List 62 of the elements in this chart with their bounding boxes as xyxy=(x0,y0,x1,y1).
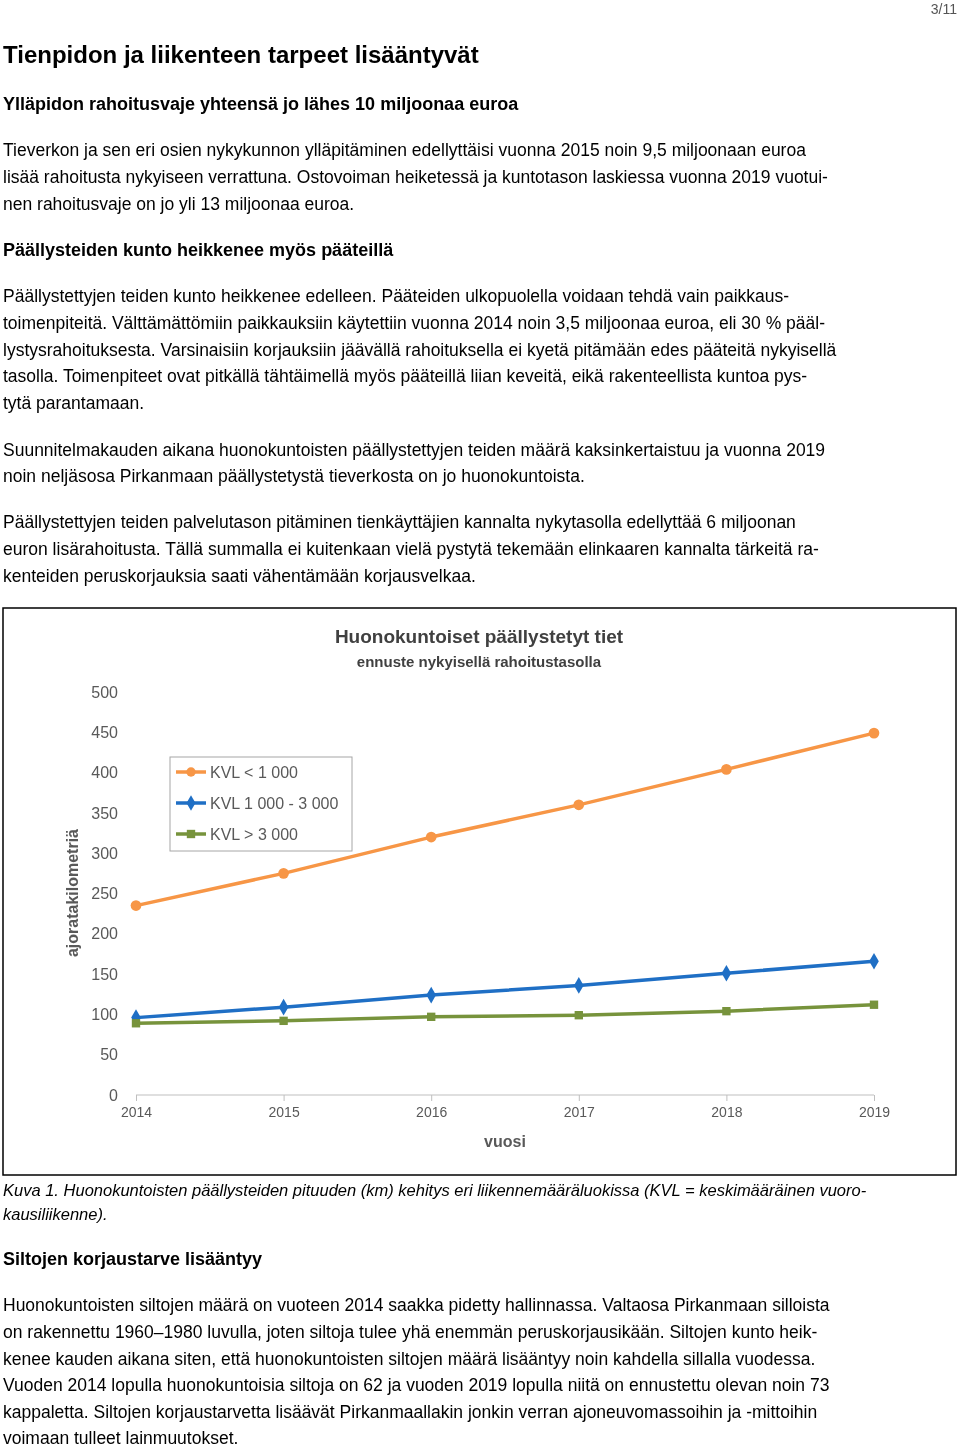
text: Tieverkon ja sen eri osien nykykunnon ylläpitäminen edellyttäisi vuonna 2015 noin 9,5 miljoonaan euroa xyxy=(3,140,807,160)
text: toimenpiteitä. Välttämättömiin paikkauksiin käytettiin vuonna 2014 noin 3,5 miljoonaa euroa, eli 30 % pääl- xyxy=(3,313,826,333)
point xyxy=(722,1006,731,1016)
y-tick-label: 400 xyxy=(91,764,119,782)
text: noin neljäsosa Pirkanmaan päällystetystä tieverkosta on jo huonokuntoista. xyxy=(3,466,585,486)
x-tick-label: 2015 xyxy=(268,1103,300,1120)
text: kausiliikenne). xyxy=(3,1205,108,1223)
point xyxy=(868,727,880,739)
text: on rakennettu 1960–1980 luvulla, joten siltoja tulee yhä enemmän peruskorjausikään. Siltojen kunto heik- xyxy=(3,1322,818,1342)
y-tick-label: 50 xyxy=(100,1046,119,1064)
x-tick-label: 2014 xyxy=(120,1103,153,1120)
text: tytä parantamaan. xyxy=(3,393,145,413)
point xyxy=(573,799,585,811)
text: tasolla. Toimenpiteet ovat pitkällä tähtäimellä myös pääteillä liian keveitä, eikä rakenteellista kuntoa pys- xyxy=(3,366,808,386)
legend-label: KVL 1 000 - 3 000 xyxy=(210,795,339,812)
x-tick-label: 2019 xyxy=(858,1103,891,1120)
point xyxy=(425,831,437,843)
text: Ylläpidon rahoitusvaje yhteensä jo lähes 10 miljoonaa euroa xyxy=(3,94,520,114)
text: lystysrahoituksesta. Varsinaisiin korjauksiin jäävällä rahoituksella ei kyetä pitämään edes pääteitä nykyisellä xyxy=(3,340,837,360)
chart-title: Huonokuntoiset päällystetyt tiet xyxy=(334,626,624,647)
text: Päällysteiden kunto heikkenee myös pääteillä xyxy=(3,240,395,260)
text: 3/11 xyxy=(930,1,958,17)
point xyxy=(279,1016,288,1026)
text: Siltojen korjaustarve lisääntyy xyxy=(3,1249,263,1269)
text: Päällystettyjen teiden palvelutason pitäminen tienkäyttäjien kannalta nykytasolla edellyttää 6 miljoonan xyxy=(3,512,796,532)
x-tick-label: 2017 xyxy=(563,1103,596,1120)
text: Vuoden 2014 lopulla huonokuntoisia siltoja on 62 ja vuoden 2019 lopulla niitä on ennustettu olevan noin 73 xyxy=(3,1375,830,1395)
text: Tienpidon ja liikenteen tarpeet lisääntyvät xyxy=(3,41,479,68)
x-tick-label: 2016 xyxy=(416,1103,448,1120)
text: kappaletta. Siltojen korjaustarvetta lisäävät Pirkanmaallakin jonkin verran ajoneuvomassoihin ja -mittoihin xyxy=(3,1402,818,1422)
point xyxy=(869,1000,879,1009)
text: kenteiden peruskorjauksia saati vähentämään korjausvelkaa. xyxy=(3,566,476,586)
text: euron lisärahoitusta. Tällä summalla ei kuitenkaan vielä pystytä tekemään elinkaaren kannalta tärkeitä ra- xyxy=(3,539,819,559)
y-tick-label: 150 xyxy=(91,965,119,983)
text: voimaan tulleet lainmuutokset. xyxy=(3,1428,239,1448)
point xyxy=(131,1019,141,1028)
text: Kuva 1. Huonokuntoisten päällysteiden pituuden (km) kehitys eri liikennemääräluokissa (KVL = keskimääräinen vuoro- xyxy=(3,1181,867,1199)
y-tick-label: 250 xyxy=(91,885,119,903)
text: Huonokuntoisten siltojen määrä on vuoteen 2014 saakka pidetty hallinnassa. Valtaosa Pirkanmaan silloista xyxy=(3,1295,830,1315)
legend-label: KVL > 3 000 xyxy=(210,826,299,843)
point xyxy=(721,764,732,775)
y-tick-label: 450 xyxy=(91,723,119,741)
text: lisää rahoitusta nykyiseen verrattuna. Ostovoiman heiketessä ja kuntotason laskiessa vuonna 2019 vuotui- xyxy=(3,167,829,187)
point xyxy=(427,1012,436,1021)
text: Päällystettyjen teiden kunto heikkenee edelleen. Pääteiden ulkopuolella voidaan tehdä vain paikkaus- xyxy=(3,286,790,306)
y-tick-label: 0 xyxy=(109,1086,119,1104)
y-axis-title: ajoratakilometriä xyxy=(64,828,81,958)
chart-subtitle: ennuste nykyisellä rahoitustasolla xyxy=(356,653,602,670)
y-tick-label: 200 xyxy=(91,925,119,943)
point xyxy=(278,868,289,879)
text: nen rahoitusvaje on jo yli 13 miljoonaa euroa. xyxy=(3,194,355,214)
y-tick-label: 100 xyxy=(91,1006,119,1024)
y-tick-label: 350 xyxy=(91,804,119,822)
point xyxy=(574,1011,583,1020)
y-tick-label: 300 xyxy=(91,844,119,862)
point xyxy=(130,900,142,911)
text: kenee kauden aikana siten, että huonokuntoisten siltojen määrä lisääntyy noin kahdella sillalla vuodessa. xyxy=(3,1349,816,1369)
x-tick-label: 2018 xyxy=(711,1103,743,1120)
legend-label: KVL < 1 000 xyxy=(210,764,299,781)
y-tick-label: 500 xyxy=(91,683,119,701)
text: Suunnitelmakauden aikana huonokuntoisten päällystettyjen teiden määrä kaksinkertaistuu ja vuonna 2019 xyxy=(3,440,826,460)
x-axis-title: vuosi xyxy=(484,1133,526,1150)
